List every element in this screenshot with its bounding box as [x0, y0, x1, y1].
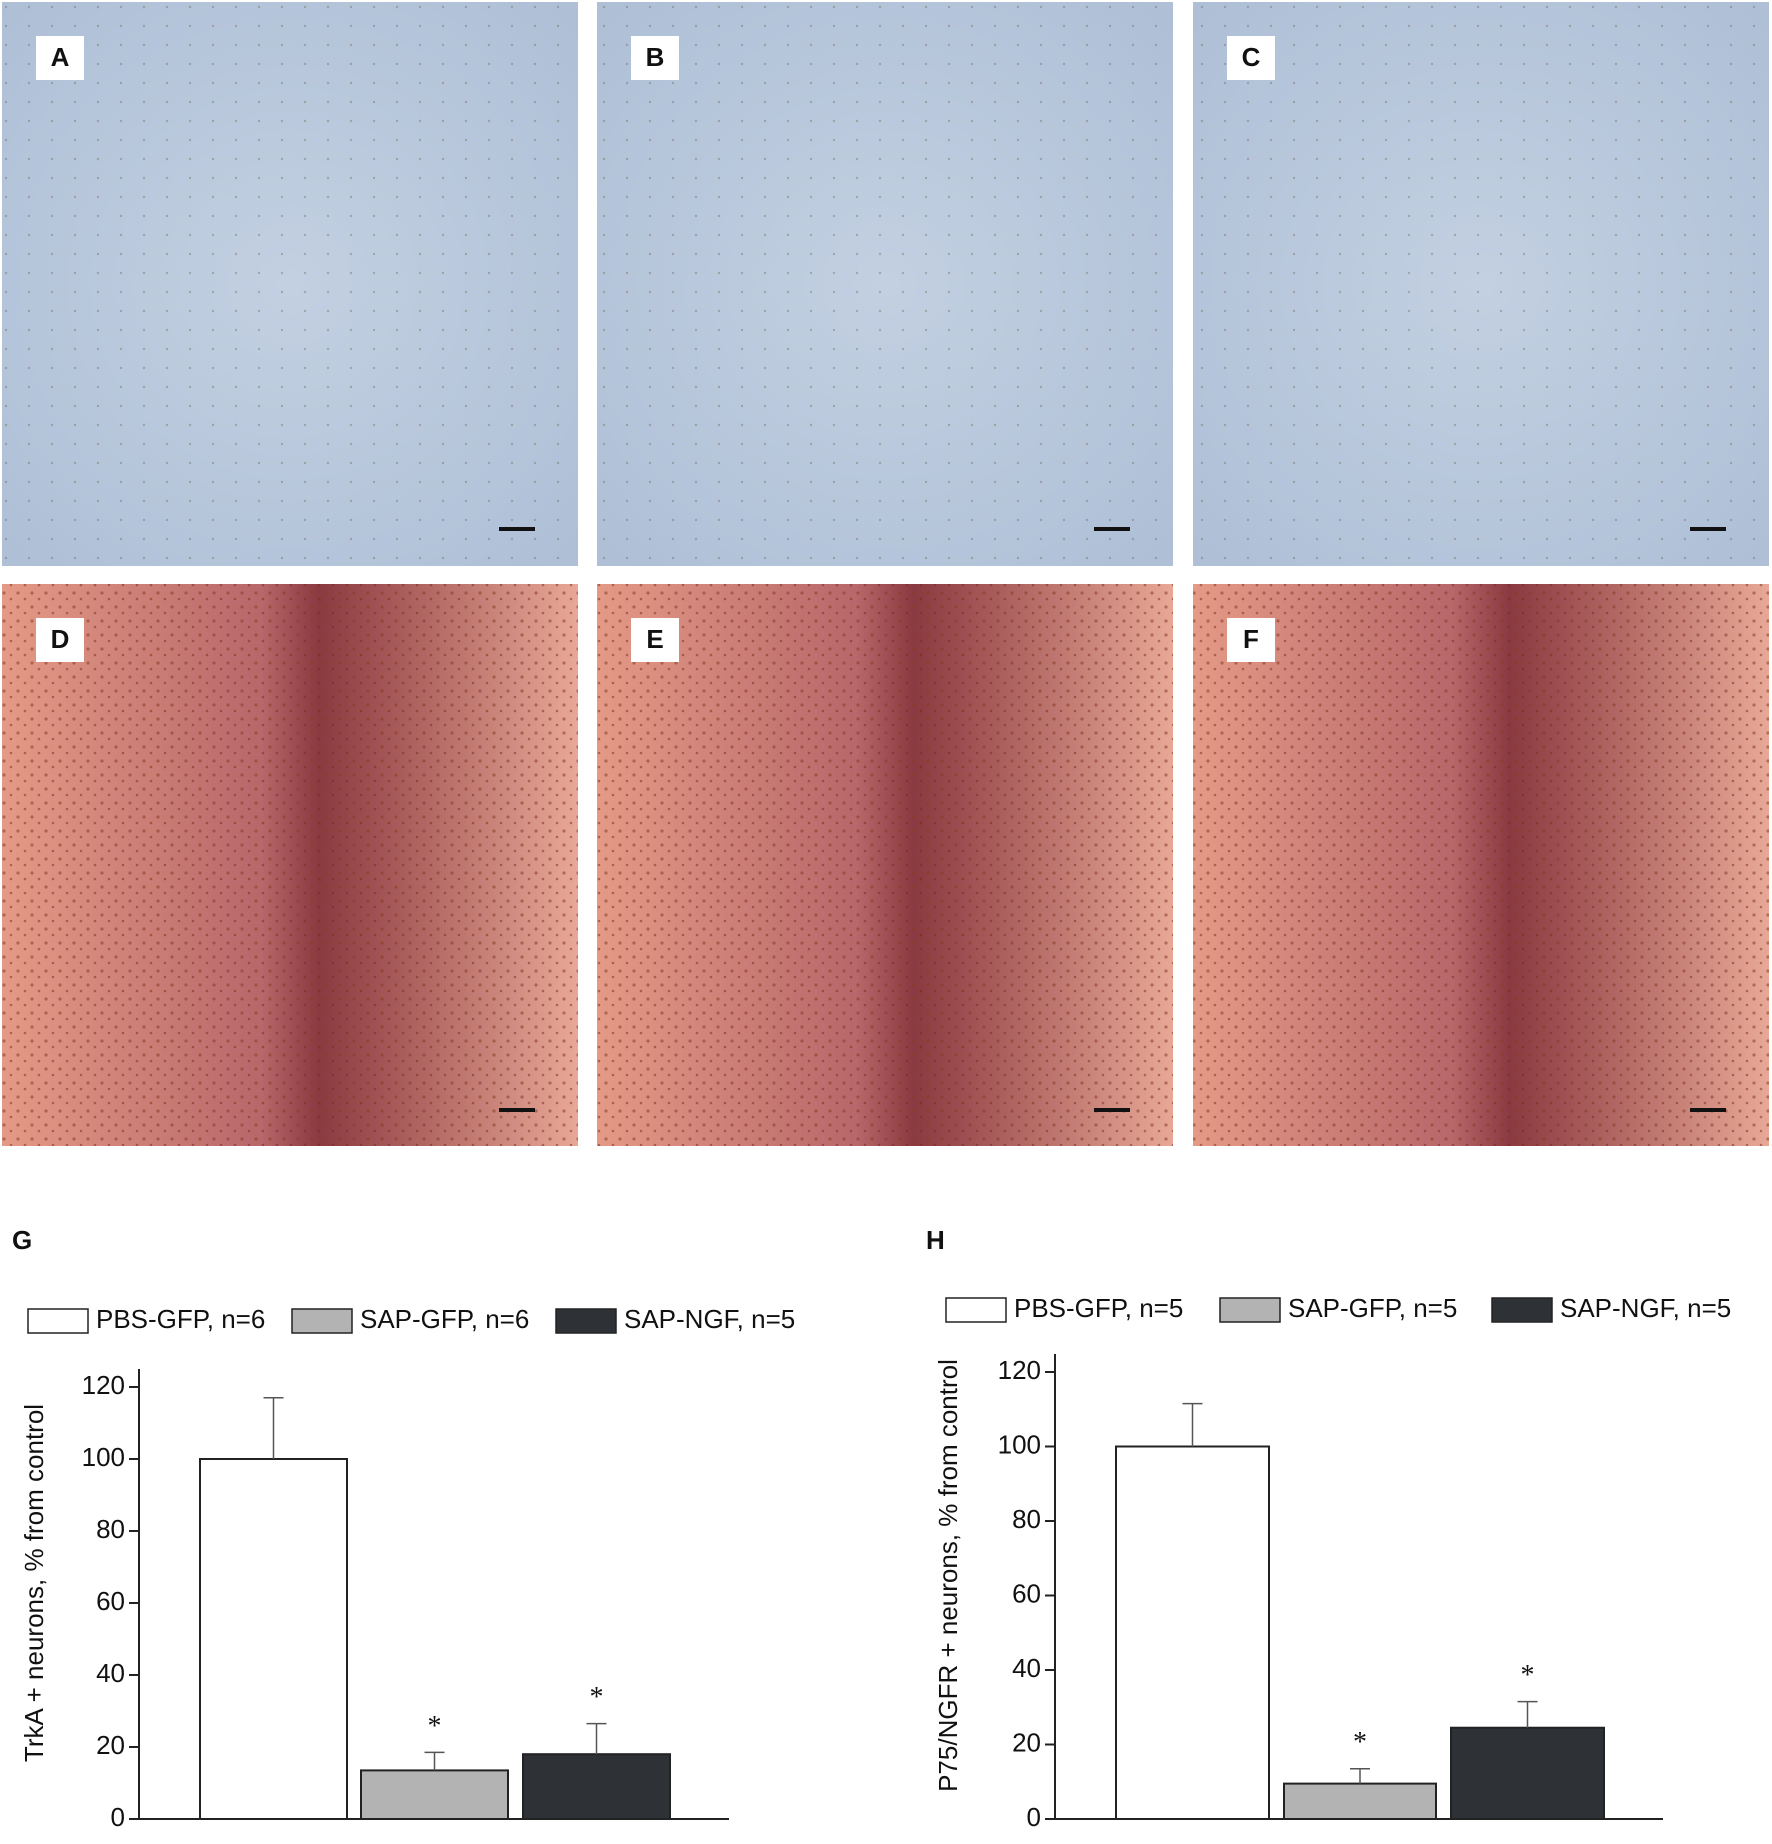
panel-label: B [646, 42, 665, 72]
panel-label-box [631, 36, 679, 80]
y-tick-label: 60 [1012, 1578, 1041, 1608]
legend-swatch [1219, 1297, 1281, 1323]
legend-label: SAP-NGF, n=5 [624, 1304, 795, 1334]
scale-bar [499, 1108, 535, 1112]
legend-swatch [1491, 1297, 1553, 1323]
y-tick-label: 40 [96, 1658, 125, 1688]
legend-label: SAP-GFP, n=6 [360, 1304, 529, 1334]
scale-bar [499, 527, 535, 531]
panel-label-box [631, 618, 679, 662]
legend-label: SAP-NGF, n=5 [1560, 1293, 1731, 1323]
micrograph-texture [597, 2, 1173, 566]
scale-bar [1690, 527, 1726, 531]
legend-swatch [27, 1308, 89, 1334]
panel-label: C [1242, 42, 1261, 72]
bar [1450, 1726, 1605, 1821]
legend-swatch [555, 1308, 617, 1334]
y-tick-label: 80 [96, 1514, 125, 1544]
significance-marker: * [1521, 1660, 1535, 1691]
legend-label: SAP-GFP, n=5 [1288, 1293, 1457, 1323]
micrograph-texture [1193, 584, 1769, 1146]
micrograph-texture [2, 584, 578, 1146]
y-tick-label: 100 [82, 1442, 125, 1472]
y-tick-label: 0 [1027, 1802, 1041, 1832]
significance-marker: * [428, 1711, 442, 1742]
legend-label: PBS-GFP, n=6 [96, 1304, 265, 1334]
y-tick-label: 20 [1012, 1727, 1041, 1757]
bar [1115, 1445, 1270, 1820]
panel-label-box [36, 618, 84, 662]
significance-marker: * [590, 1682, 604, 1713]
panel-label-box [36, 36, 84, 80]
panel-label: F [1243, 624, 1259, 654]
y-tick-label: 0 [111, 1802, 125, 1832]
panel-label-box [1227, 618, 1275, 662]
scale-bar [1690, 1108, 1726, 1112]
bar [199, 1458, 348, 1820]
y-axis-label: TrkA + neurons, % from control [19, 1404, 49, 1762]
panel-label: H [926, 1225, 945, 1255]
panel-label: G [12, 1225, 32, 1255]
y-tick-label: 80 [1012, 1504, 1041, 1534]
micrographs [2, 2, 1769, 1146]
bar [522, 1753, 671, 1820]
bar [1283, 1782, 1437, 1821]
scale-bar [1094, 1108, 1130, 1112]
y-tick-label: 20 [96, 1730, 125, 1760]
y-tick-label: 120 [82, 1370, 125, 1400]
panel-label: E [646, 624, 663, 654]
bar [360, 1769, 509, 1821]
legend-swatch [291, 1308, 353, 1334]
scale-bar [1094, 527, 1130, 531]
micrograph-texture [1193, 2, 1769, 566]
legend-swatch [945, 1297, 1007, 1323]
micrograph-texture [597, 584, 1173, 1146]
panel-label-box [1227, 36, 1275, 80]
micrograph-texture [2, 2, 578, 566]
y-tick-label: 40 [1012, 1653, 1041, 1683]
y-tick-label: 120 [998, 1355, 1041, 1385]
y-tick-label: 100 [998, 1429, 1041, 1459]
panel-label: D [51, 624, 70, 654]
panel-label: A [51, 42, 70, 72]
legend-label: PBS-GFP, n=5 [1014, 1293, 1183, 1323]
y-tick-label: 60 [96, 1586, 125, 1616]
significance-marker: * [1353, 1727, 1367, 1758]
y-axis-label: P75/NGFR + neurons, % from control [933, 1359, 963, 1792]
